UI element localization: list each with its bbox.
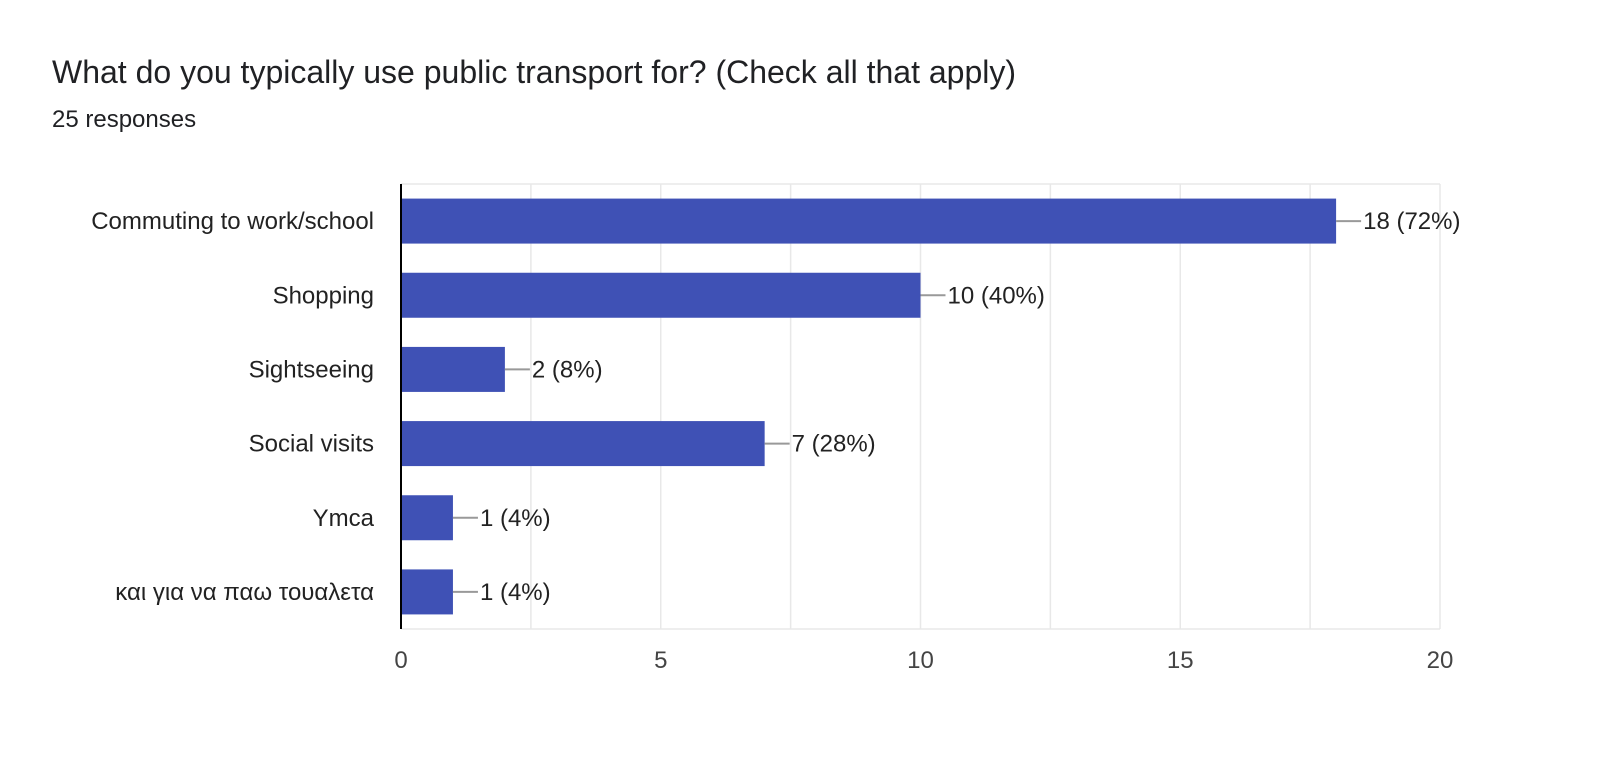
- data-label: 7 (28%): [792, 431, 876, 458]
- bar: [401, 421, 765, 467]
- data-label: 2 (8%): [532, 356, 603, 383]
- bar: [401, 198, 1337, 244]
- x-tick-label: 15: [1167, 647, 1194, 674]
- question-title: What do you typically use public transpo…: [52, 54, 1017, 90]
- data-label: 10 (40%): [948, 282, 1045, 309]
- x-tick-label: 20: [1427, 647, 1454, 674]
- bar: [401, 495, 453, 541]
- category-label: Commuting to work/school: [91, 208, 374, 235]
- x-tick-label: 0: [394, 647, 407, 674]
- bar: [401, 346, 505, 392]
- x-tick-label: 5: [654, 647, 667, 674]
- data-label: 1 (4%): [480, 579, 551, 606]
- category-label: και για να παω τουαλετα: [115, 579, 374, 606]
- data-label: 18 (72%): [1363, 208, 1460, 235]
- data-label: 1 (4%): [480, 505, 551, 532]
- bar: [401, 569, 453, 615]
- x-tick-label: 10: [907, 647, 934, 674]
- category-label: Social visits: [249, 431, 374, 458]
- response-count: 25 responses: [52, 106, 197, 133]
- category-label: Sightseeing: [249, 356, 374, 383]
- category-label: Shopping: [273, 282, 374, 309]
- bar: [401, 272, 921, 318]
- category-label: Ymca: [313, 505, 375, 532]
